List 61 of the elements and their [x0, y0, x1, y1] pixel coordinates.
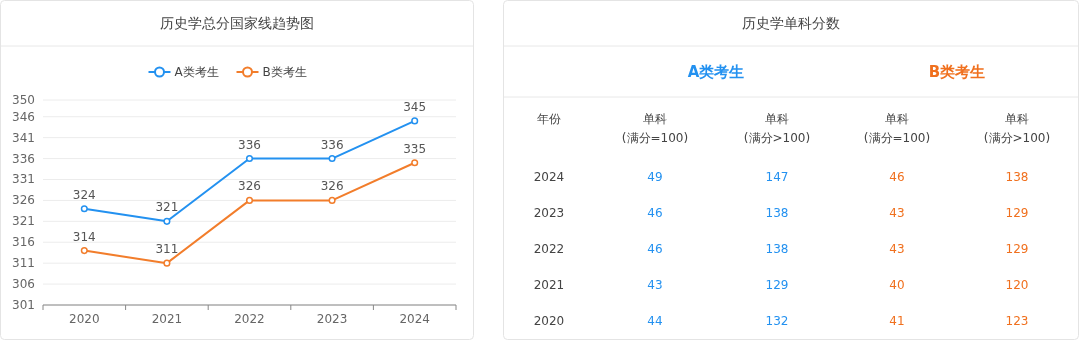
- data-label: 44: [647, 314, 663, 328]
- y-tick-label: 316: [12, 235, 35, 250]
- text: B类考生: [928, 63, 986, 81]
- y-tick-label: 311: [12, 256, 35, 271]
- data-label: 138: [765, 242, 789, 256]
- legend-label: B类考生: [262, 65, 307, 79]
- x-tick-label: 单科 (满分=100): [621, 112, 689, 145]
- data-label: 326: [320, 179, 344, 194]
- data-label: 138: [765, 206, 789, 220]
- y-tick-label: 321: [12, 214, 35, 229]
- y-tick-label: 326: [12, 193, 35, 208]
- data-label: 46: [647, 242, 663, 256]
- y-tick-label: 2023: [533, 206, 565, 220]
- data-label: 311: [155, 242, 179, 257]
- y-tick-label: 341: [12, 130, 35, 145]
- data-label: 46: [889, 170, 905, 184]
- text: A类考生: [687, 63, 745, 81]
- y-axis-title: 年份: [537, 112, 561, 126]
- data-label: 43: [647, 278, 663, 292]
- data-label: 129: [1005, 206, 1029, 220]
- data-label: 123: [1005, 314, 1029, 328]
- data-label: 321: [155, 200, 179, 215]
- legend-label: A类考生: [174, 65, 219, 79]
- data-label: 43: [889, 206, 905, 220]
- data-label: 147: [765, 170, 789, 184]
- y-tick-label: 306: [12, 277, 35, 292]
- data-label: 345: [403, 99, 427, 114]
- data-label: 335: [403, 141, 427, 156]
- data-label: 326: [238, 179, 261, 194]
- x-tick-label: 单科 (满分>100): [743, 112, 811, 145]
- chart-title: 历史学总分国家线趋势图: [159, 15, 314, 31]
- y-tick-label: 2024: [533, 170, 565, 184]
- data-label: 43: [889, 242, 905, 256]
- data-label: 336: [238, 137, 261, 152]
- y-tick-label: 331: [12, 172, 35, 187]
- x-tick-label: 单科 (满分=100): [863, 112, 931, 145]
- data-label: 129: [765, 278, 789, 292]
- data-label: 49: [647, 170, 663, 184]
- y-tick-label: 301: [12, 298, 35, 312]
- y-tick-label: 2022: [533, 242, 565, 256]
- x-tick-label: 2021: [151, 312, 183, 326]
- data-label: 46: [647, 206, 663, 220]
- y-tick-label: 2021: [533, 278, 565, 292]
- x-tick-label: 2020: [69, 312, 100, 326]
- x-tick-label: 单科 (满分>100): [983, 112, 1051, 145]
- data-label: 40: [889, 278, 905, 292]
- x-tick-label: 2023: [316, 312, 348, 326]
- data-label: 132: [765, 314, 789, 328]
- y-tick-label: 346: [12, 109, 35, 124]
- data-label: 138: [1005, 170, 1029, 184]
- data-label: 41: [889, 314, 905, 328]
- data-label: 129: [1005, 242, 1029, 256]
- chart-title: 历史学单科分数: [741, 15, 840, 31]
- data-label: 314: [72, 229, 96, 244]
- x-tick-label: 2024: [399, 312, 430, 326]
- data-label: 336: [320, 137, 344, 152]
- y-tick-label: 336: [12, 151, 35, 166]
- y-tick-label: 350: [12, 93, 35, 107]
- data-label: 120: [1005, 278, 1029, 292]
- data-label: 324: [72, 187, 96, 202]
- x-tick-label: 2022: [234, 312, 265, 326]
